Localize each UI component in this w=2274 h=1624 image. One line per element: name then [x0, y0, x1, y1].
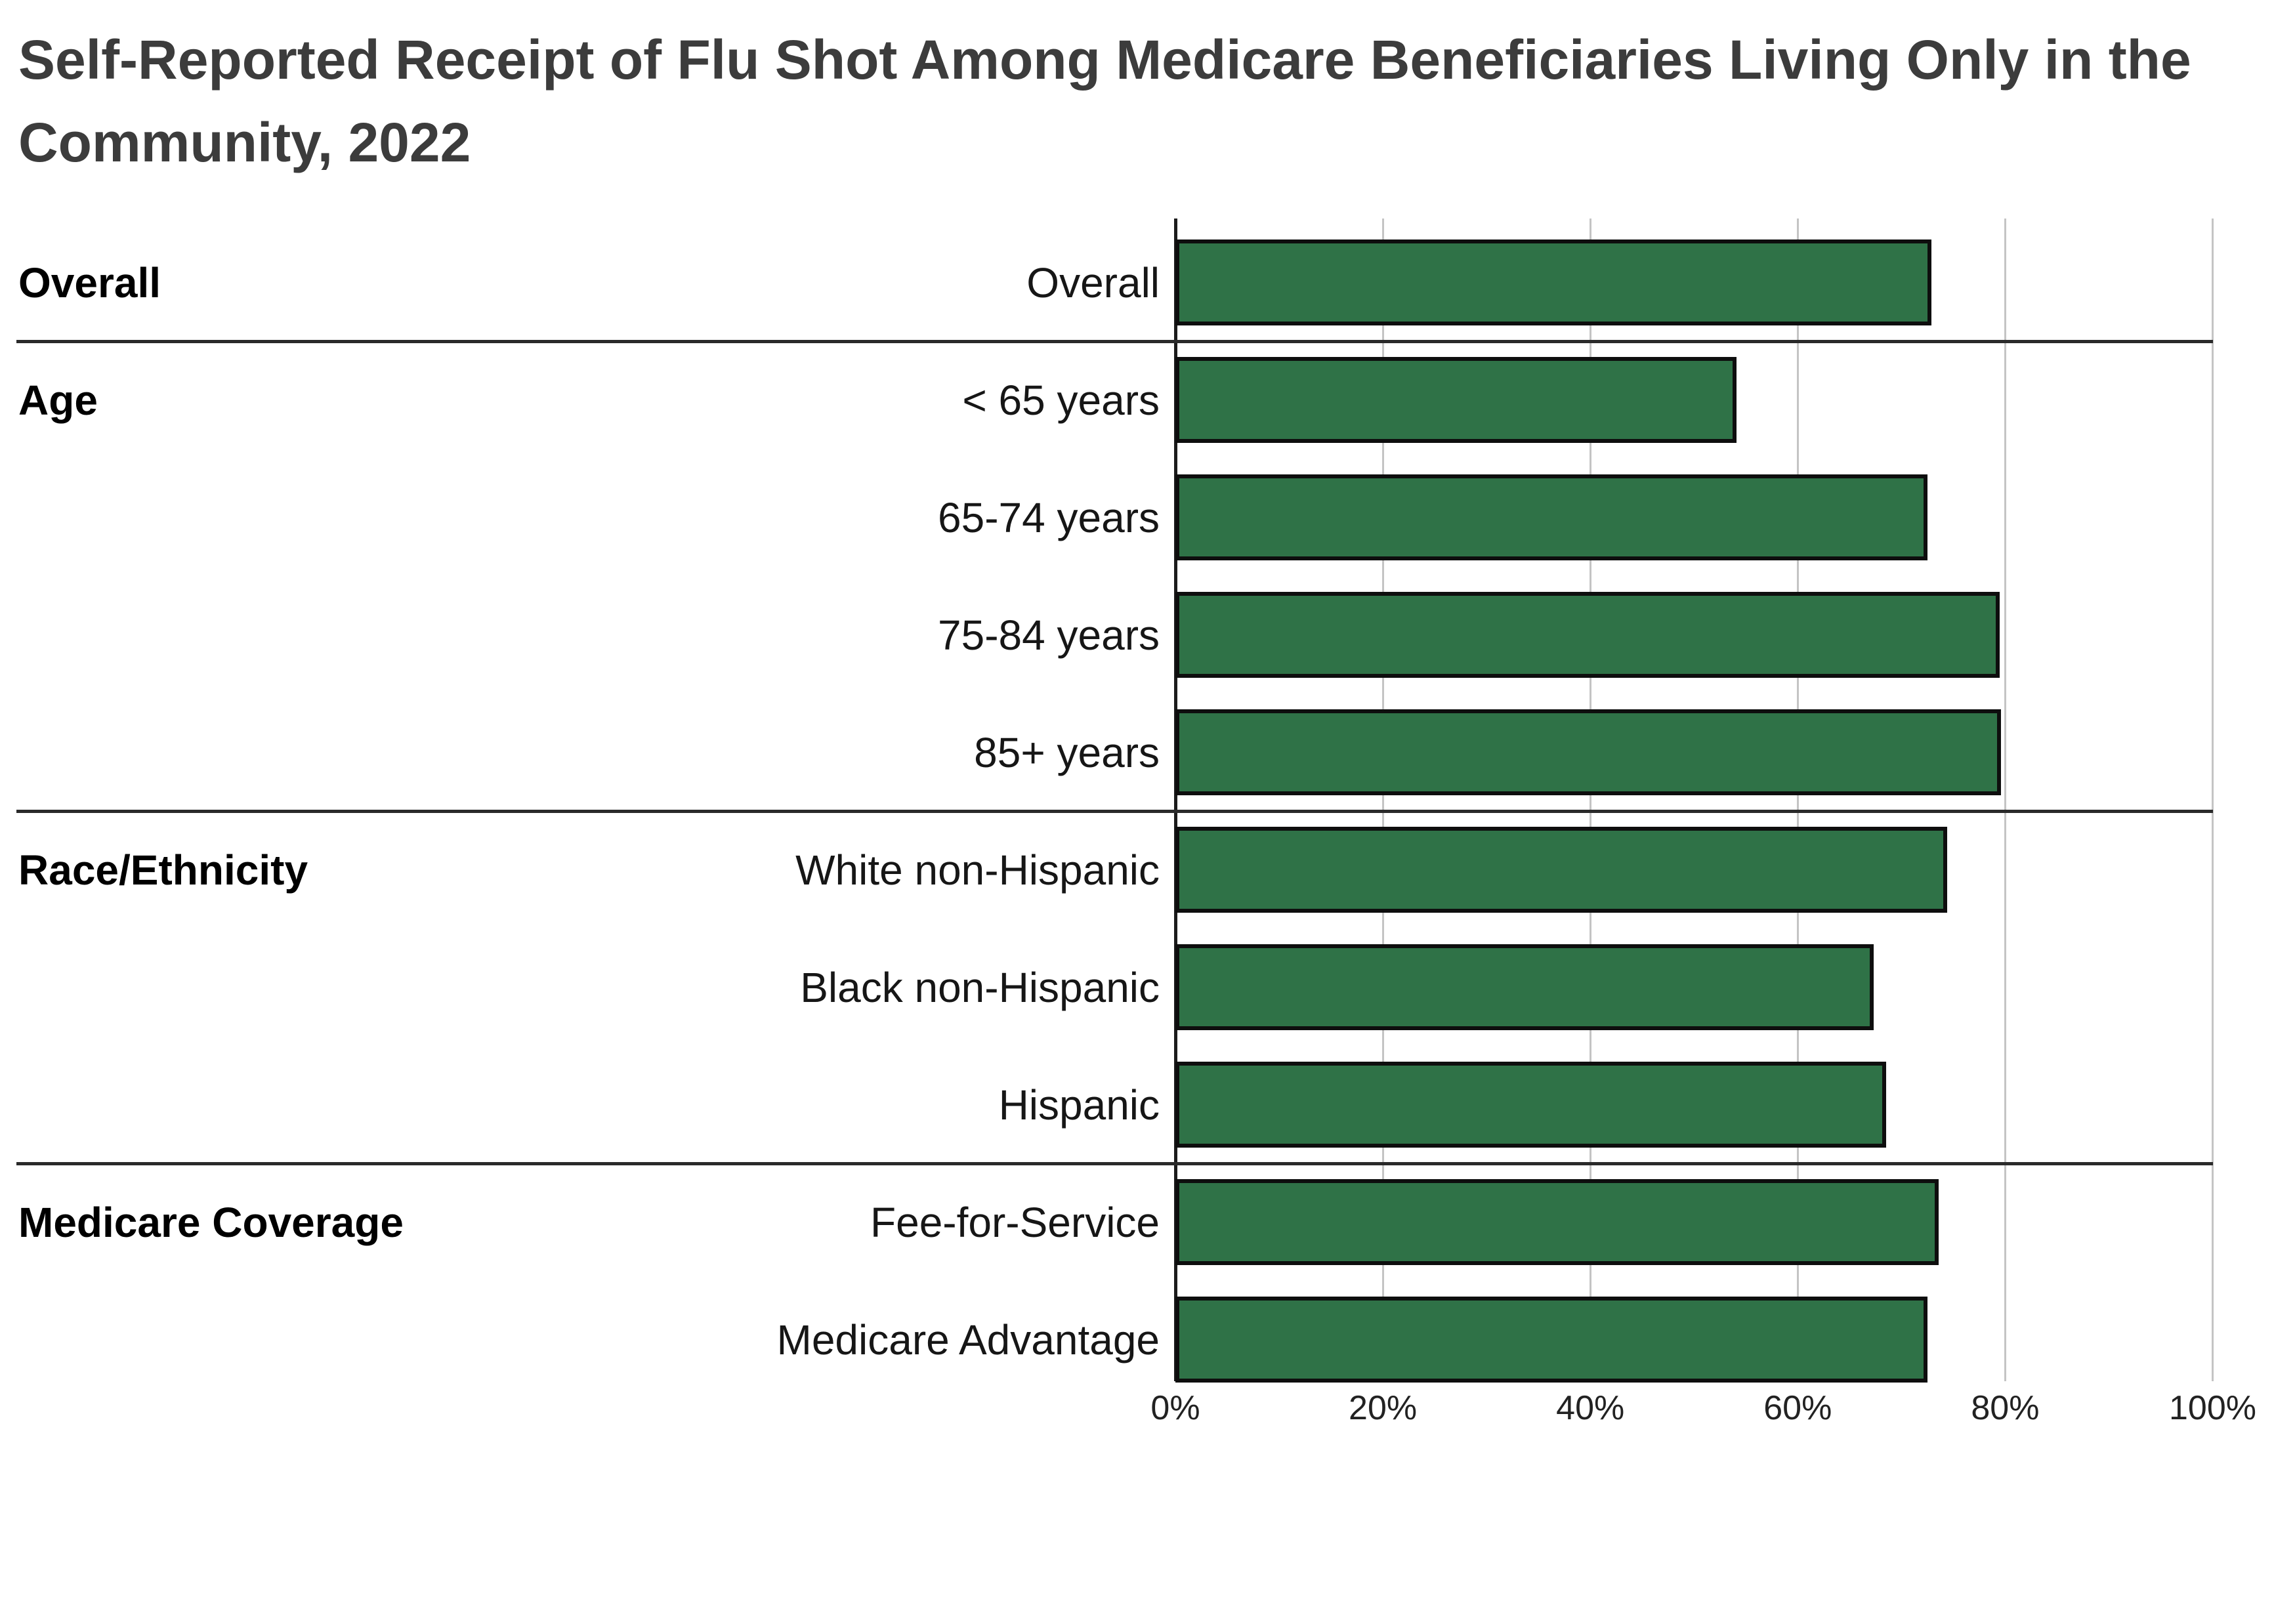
- category-label-medicare-advantage: Medicare Advantage: [776, 1316, 1160, 1364]
- group-separator-above-medicare-coverage: [16, 1162, 2213, 1165]
- group-label-overall: Overall: [18, 259, 161, 306]
- bar-overall: [1175, 239, 1931, 325]
- category-label-65-years: < 65 years: [962, 376, 1160, 424]
- chart-title: Self-Reported Receipt of Flu Shot Among …: [18, 29, 2191, 173]
- category-label-85-years: 85+ years: [974, 728, 1160, 776]
- bar-65-74-years: [1175, 474, 1927, 560]
- x-tick-label-20pct: 20%: [1349, 1389, 1418, 1427]
- gridline-60pct: [1796, 219, 1799, 1381]
- axis-line-0pct: [1174, 219, 1177, 1381]
- category-label-white-non-hispanic: White non-Hispanic: [795, 846, 1160, 894]
- bar-85-years: [1175, 709, 2001, 795]
- x-tick-label-40pct: 40%: [1556, 1389, 1625, 1427]
- category-label-black-non-hispanic: Black non-Hispanic: [800, 963, 1160, 1011]
- group-label-race-ethnicity: Race/Ethnicity: [18, 846, 308, 894]
- category-label-overall: Overall: [1026, 259, 1160, 306]
- category-label-fee-for-service: Fee-for-Service: [870, 1198, 1160, 1246]
- x-tick-label-60pct: 60%: [1763, 1389, 1832, 1427]
- gridline-80pct: [2004, 219, 2006, 1381]
- category-label-75-84-years: 75-84 years: [938, 611, 1160, 659]
- group-separator-above-race-ethnicity: [16, 810, 2213, 813]
- category-label-65-74-years: 65-74 years: [938, 493, 1160, 541]
- bar-fee-for-service: [1175, 1179, 1939, 1265]
- group-label-medicare-coverage: Medicare Coverage: [18, 1198, 404, 1246]
- bar-black-non-hispanic: [1175, 944, 1874, 1030]
- gridline-40pct: [1589, 219, 1591, 1381]
- bar-white-non-hispanic: [1175, 827, 1947, 913]
- group-separator-above-age: [16, 340, 2213, 343]
- bar-75-84-years: [1175, 592, 2000, 678]
- gridline-20pct: [1381, 219, 1384, 1381]
- bar-65-years: [1175, 357, 1737, 443]
- x-tick-label-80pct: 80%: [1971, 1389, 2040, 1427]
- bar-medicare-advantage: [1175, 1297, 1927, 1383]
- x-tick-label-100pct: 100%: [2169, 1389, 2256, 1427]
- category-label-hispanic: Hispanic: [998, 1081, 1160, 1129]
- x-tick-label-0pct: 0%: [1150, 1389, 1200, 1427]
- group-label-age: Age: [18, 376, 98, 424]
- gridline-100pct: [2212, 219, 2214, 1381]
- bar-hispanic: [1175, 1062, 1886, 1148]
